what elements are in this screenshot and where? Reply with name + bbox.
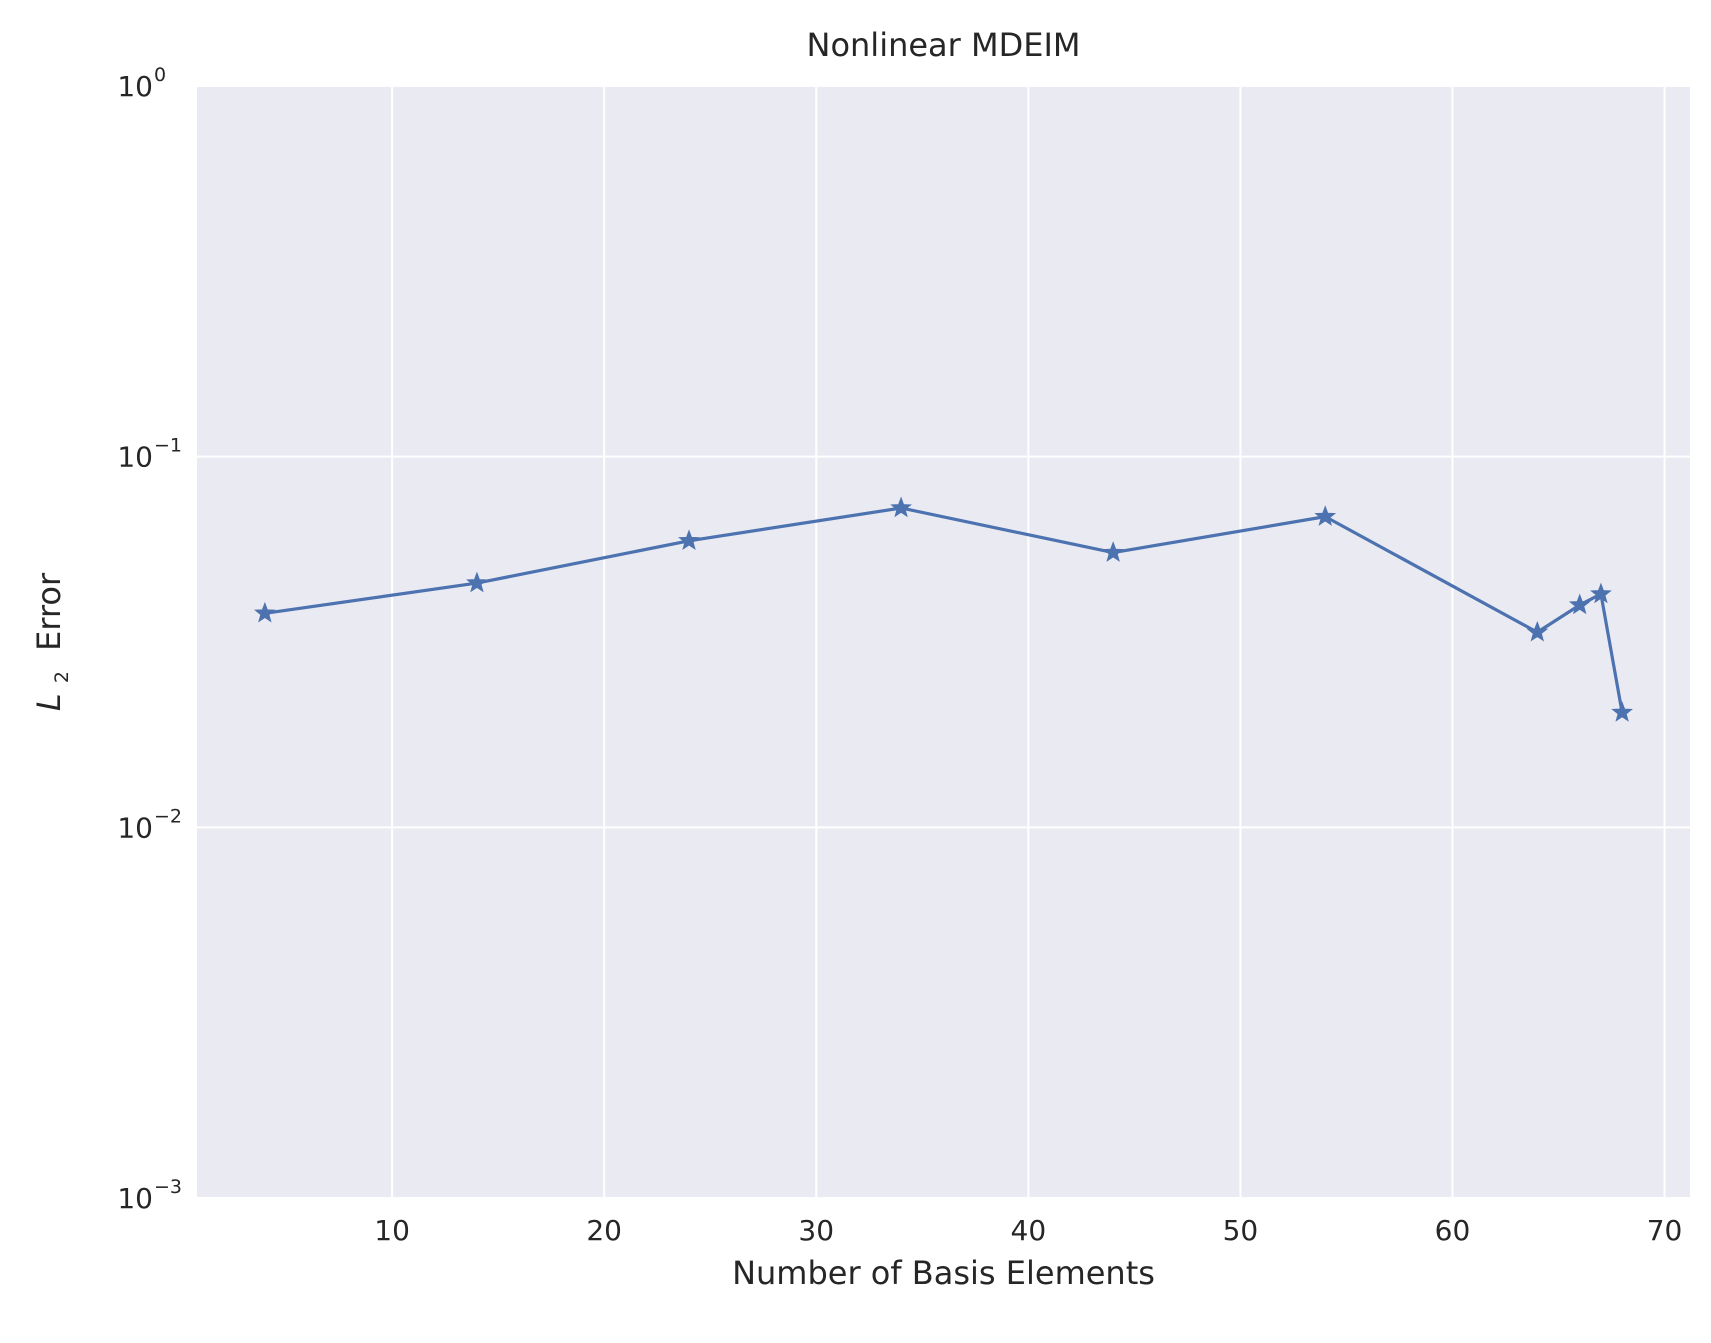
data-point-star bbox=[678, 529, 700, 551]
data-point-star bbox=[1102, 541, 1125, 562]
y-axis-label-text: Error bbox=[30, 572, 68, 651]
data-point-star bbox=[890, 496, 912, 518]
data-point-star bbox=[1611, 701, 1634, 722]
y-tick-base: 10 bbox=[117, 441, 153, 474]
grid-lines bbox=[197, 85, 1690, 1199]
x-tick-label: 50 bbox=[1223, 1214, 1259, 1247]
y-tick-label: 10 bbox=[117, 811, 153, 844]
x-tick-label: 30 bbox=[798, 1214, 834, 1247]
data-point-star bbox=[253, 601, 276, 623]
y-tick-label: 10 bbox=[117, 1182, 153, 1215]
y-tick-exponent: 0 bbox=[154, 64, 166, 86]
y-axis-label-symbol: L bbox=[30, 693, 68, 711]
y-tick-label: 10 bbox=[117, 441, 153, 474]
y-axis-label-subscript: 2 bbox=[51, 671, 73, 683]
data-point-star bbox=[1526, 620, 1549, 642]
y-tick-base: 10 bbox=[117, 70, 153, 103]
data-point-star bbox=[1314, 505, 1337, 526]
y-tick-base: 10 bbox=[117, 1182, 153, 1215]
y-axis-label: L 2 Error bbox=[30, 572, 76, 711]
x-tick-label: 20 bbox=[586, 1214, 622, 1247]
y-tick-exponent: −2 bbox=[154, 805, 182, 827]
plot-area bbox=[197, 86, 1690, 1198]
data-point-star bbox=[466, 571, 488, 593]
data-point-star bbox=[1590, 582, 1612, 604]
x-axis-label: Number of Basis Elements bbox=[732, 1254, 1155, 1292]
x-tick-label: 40 bbox=[1011, 1214, 1047, 1247]
y-tick-label: 10 bbox=[117, 70, 153, 103]
data-point-star bbox=[1568, 593, 1591, 615]
data-series bbox=[253, 496, 1634, 722]
series-line bbox=[264, 506, 1624, 713]
y-tick-exponent: −3 bbox=[154, 1176, 182, 1198]
x-tick-label: 70 bbox=[1647, 1214, 1683, 1247]
x-tick-label: 60 bbox=[1435, 1214, 1471, 1247]
chart-title: Nonlinear MDEIM bbox=[807, 26, 1081, 64]
x-tick-label: 10 bbox=[374, 1214, 410, 1247]
y-tick-base: 10 bbox=[117, 811, 153, 844]
y-tick-exponent: −1 bbox=[154, 435, 182, 457]
